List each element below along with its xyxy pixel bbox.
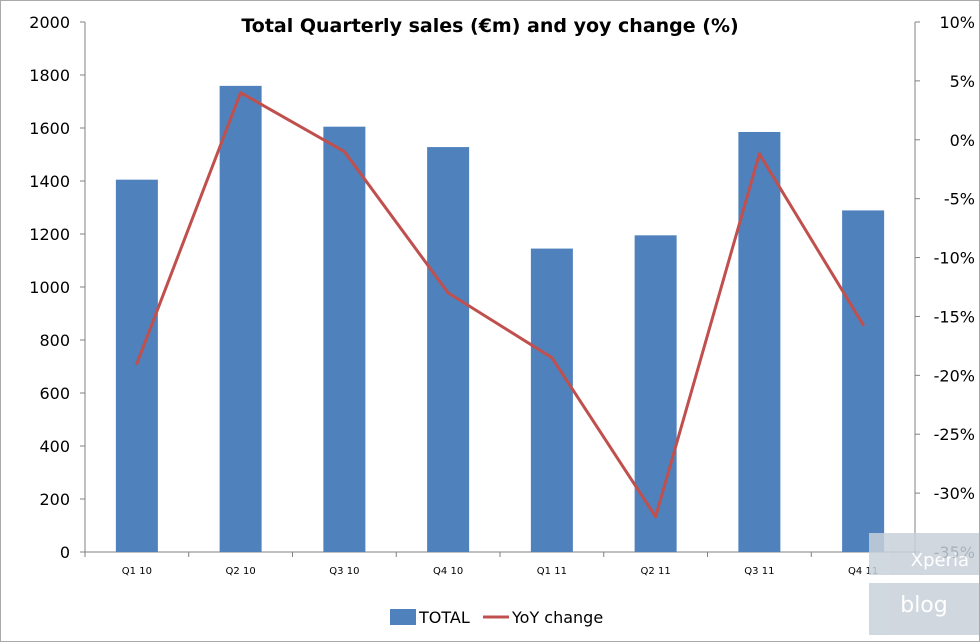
left-axis-tick-label: 400 — [39, 437, 70, 456]
bar-q2-11 — [634, 235, 677, 552]
right-axis-tick-label: 10% — [939, 13, 975, 32]
left-axis-tick-label: 1600 — [29, 119, 70, 138]
x-axis-tick-label: Q4 10 — [433, 566, 463, 577]
x-axis-tick-label: Q3 11 — [744, 566, 774, 577]
yoy-point-q4-10 — [446, 291, 450, 295]
bar-q2-10 — [219, 85, 262, 553]
yoy-point-q1-11 — [550, 356, 554, 360]
bar-q1-10 — [115, 179, 158, 553]
right-axis-tick-label: -25% — [934, 425, 975, 444]
x-axis-tick-label: Q4 11 — [848, 566, 878, 577]
x-axis-tick-label: Q2 11 — [641, 566, 671, 577]
left-axis-tick-label: 1400 — [29, 172, 70, 191]
left-axis-tick-label: 1800 — [29, 66, 70, 85]
watermark-logo-bottom: blog — [869, 583, 979, 635]
left-axis-tick-label: 800 — [39, 331, 70, 350]
right-axis-tick-label: -15% — [934, 307, 975, 326]
right-axis-tick-label: 5% — [950, 72, 975, 91]
right-axis-tick-label: -30% — [934, 484, 975, 503]
watermark-text-blog: blog — [900, 593, 948, 618]
left-axis-tick-label: 1000 — [29, 278, 70, 297]
legend-total-swatch — [390, 609, 416, 625]
bar-q3-10 — [323, 126, 366, 553]
yoy-change-line — [135, 91, 865, 519]
bar-q1-11 — [530, 248, 573, 552]
chart-title: Total Quarterly sales (€m) and yoy chang… — [241, 15, 739, 37]
yoy-point-q3-10 — [342, 150, 346, 154]
right-axis-tick-label: -20% — [934, 366, 975, 385]
x-axis-tick-label: Q3 10 — [329, 566, 359, 577]
yoy-point-q2-10 — [239, 91, 243, 95]
yoy-point-q3-11 — [757, 152, 761, 156]
left-axis-tick-label: 1200 — [29, 225, 70, 244]
left-axis-tick-label: 0 — [60, 543, 70, 562]
watermark-logo-top: Xperia — [869, 533, 979, 575]
watermark-text-xperia: Xperia — [910, 550, 969, 571]
right-axis-tick-label: -5% — [944, 190, 975, 209]
yoy-point-q2-11 — [654, 515, 658, 519]
right-axis-tick-label: 0% — [950, 131, 975, 150]
bar-q4-11 — [842, 210, 885, 553]
left-axis-tick-label: 200 — [39, 490, 70, 509]
legend-total-label: TOTAL — [418, 608, 470, 627]
yoy-point-q1-10 — [135, 362, 139, 366]
left-axis-tick-label: 2000 — [29, 13, 70, 32]
legend-yoy-label: YoY change — [511, 608, 603, 627]
yoy-point-q4-11 — [861, 323, 865, 327]
x-axis-tick-label: Q2 10 — [226, 566, 256, 577]
left-axis-tick-label: 600 — [39, 384, 70, 403]
bar-q3-11 — [738, 131, 781, 552]
bar-q4-10 — [427, 147, 470, 552]
x-axis-tick-label: Q1 10 — [122, 566, 152, 577]
right-axis-tick-label: -10% — [934, 249, 975, 268]
x-axis-tick-label: Q1 11 — [537, 566, 567, 577]
